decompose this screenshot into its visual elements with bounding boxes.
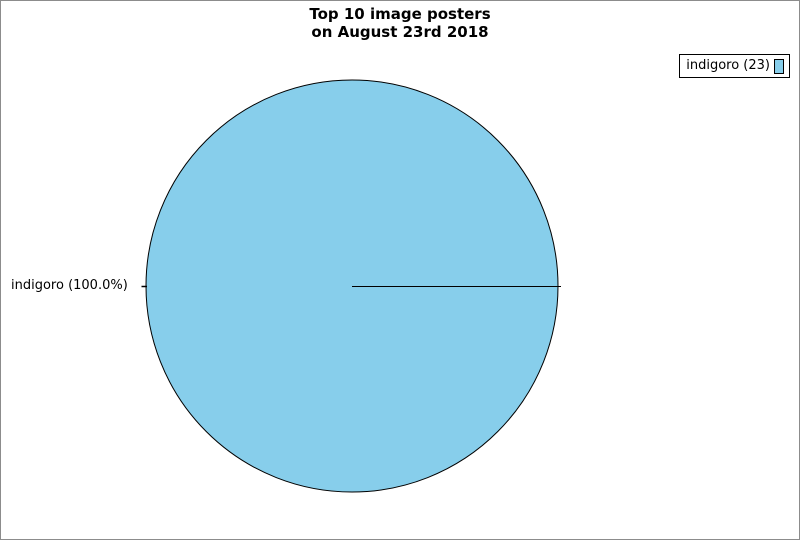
- legend-swatch: [774, 58, 784, 74]
- legend-item-label: indigoro (23): [686, 58, 770, 73]
- pie-slice-label: indigoro (100.0%): [11, 278, 128, 293]
- legend-box: indigoro (23): [679, 54, 790, 78]
- chart-title: Top 10 image posters on August 23rd 2018: [1, 5, 799, 41]
- chart-title-line2: on August 23rd 2018: [311, 23, 489, 41]
- chart-title-line1: Top 10 image posters: [309, 5, 491, 23]
- legend-swatch-rect: [774, 58, 784, 74]
